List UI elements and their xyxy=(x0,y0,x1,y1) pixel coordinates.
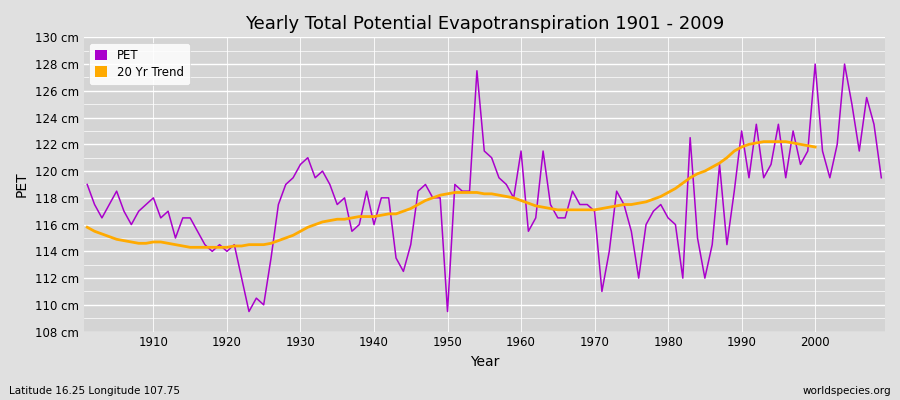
Text: worldspecies.org: worldspecies.org xyxy=(803,386,891,396)
Text: Latitude 16.25 Longitude 107.75: Latitude 16.25 Longitude 107.75 xyxy=(9,386,180,396)
Line: PET: PET xyxy=(87,64,881,312)
PET xyxy=(810,62,821,66)
PET xyxy=(140,202,151,207)
20 Yr Trend xyxy=(184,245,195,250)
Legend: PET, 20 Yr Trend: PET, 20 Yr Trend xyxy=(89,43,190,84)
X-axis label: Year: Year xyxy=(470,355,499,369)
PET xyxy=(523,229,534,234)
20 Yr Trend xyxy=(258,242,269,247)
Y-axis label: PET: PET xyxy=(15,172,29,197)
20 Yr Trend xyxy=(810,145,821,150)
PET xyxy=(82,182,93,187)
20 Yr Trend xyxy=(464,190,475,195)
20 Yr Trend xyxy=(229,244,239,248)
PET xyxy=(516,149,526,154)
Title: Yearly Total Potential Evapotranspiration 1901 - 2009: Yearly Total Potential Evapotranspiratio… xyxy=(245,15,724,33)
PET xyxy=(876,175,886,180)
20 Yr Trend xyxy=(82,225,93,230)
PET xyxy=(310,175,320,180)
20 Yr Trend xyxy=(523,201,534,206)
20 Yr Trend xyxy=(759,139,769,144)
PET xyxy=(354,222,364,227)
20 Yr Trend xyxy=(788,140,798,145)
PET xyxy=(611,189,622,194)
PET xyxy=(244,309,255,314)
Line: 20 Yr Trend: 20 Yr Trend xyxy=(87,142,815,247)
20 Yr Trend xyxy=(766,139,777,144)
